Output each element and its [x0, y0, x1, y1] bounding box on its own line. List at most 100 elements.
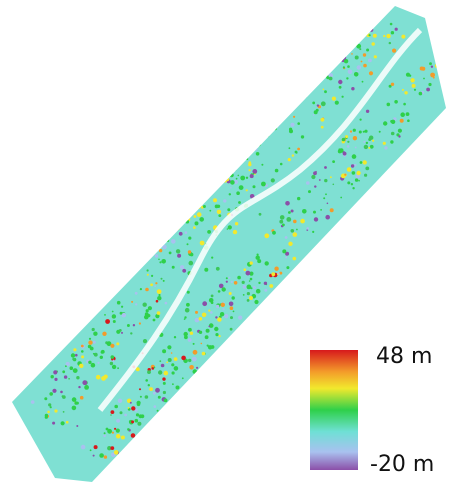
point: [158, 396, 161, 399]
point: [282, 249, 286, 253]
point: [214, 327, 218, 331]
point: [260, 129, 263, 132]
point: [221, 303, 225, 307]
point: [144, 433, 146, 435]
point: [264, 233, 269, 238]
point: [118, 399, 122, 403]
point: [147, 274, 149, 276]
point: [447, 73, 449, 75]
point: [151, 275, 153, 277]
point: [391, 132, 395, 136]
point: [261, 164, 263, 166]
point: [314, 217, 318, 221]
point: [186, 303, 190, 307]
point: [222, 287, 226, 291]
point: [249, 280, 251, 282]
point: [182, 269, 186, 273]
point: [278, 124, 280, 126]
point: [229, 292, 232, 295]
point: [437, 63, 440, 66]
point: [288, 158, 291, 161]
point: [134, 447, 136, 449]
point: [110, 362, 113, 365]
point: [362, 18, 366, 22]
point: [275, 114, 277, 116]
point: [249, 148, 251, 150]
point: [112, 464, 114, 466]
point: [81, 355, 84, 358]
point: [79, 364, 83, 368]
point: [162, 349, 166, 353]
point: [217, 210, 221, 214]
point: [121, 436, 125, 440]
point: [97, 362, 99, 364]
point: [228, 277, 230, 279]
point: [185, 308, 190, 313]
point: [330, 176, 332, 178]
point: [292, 154, 294, 156]
point: [301, 135, 304, 138]
point: [174, 336, 176, 338]
point: [162, 245, 167, 250]
point: [127, 428, 130, 431]
point: [239, 185, 244, 190]
point: [383, 121, 387, 125]
point: [328, 56, 332, 60]
point: [324, 90, 327, 93]
point: [369, 136, 373, 140]
point: [174, 366, 179, 371]
point: [230, 173, 234, 177]
point: [48, 403, 51, 406]
point: [353, 129, 356, 132]
point: [369, 28, 373, 32]
point: [332, 160, 335, 163]
point: [370, 145, 374, 149]
point: [226, 277, 228, 279]
point: [313, 211, 316, 214]
point: [89, 338, 91, 340]
point: [188, 359, 191, 362]
point: [293, 232, 298, 237]
point: [246, 158, 248, 160]
point: [412, 84, 416, 88]
point: [64, 375, 67, 378]
point: [233, 311, 235, 313]
point: [209, 190, 211, 192]
point: [254, 300, 258, 304]
point: [215, 316, 217, 318]
point: [237, 276, 241, 280]
point: [323, 197, 325, 199]
point: [352, 171, 356, 175]
point: [352, 154, 357, 159]
point: [236, 191, 240, 195]
point: [157, 296, 161, 300]
point: [428, 83, 431, 86]
point: [391, 31, 394, 34]
point: [131, 420, 134, 423]
point: [192, 357, 197, 362]
point: [223, 308, 225, 310]
point: [189, 365, 194, 370]
point: [50, 406, 52, 408]
point: [104, 455, 107, 458]
point: [374, 17, 377, 20]
point: [209, 210, 211, 212]
point: [88, 340, 92, 344]
point: [104, 314, 106, 316]
point: [72, 397, 77, 402]
point: [114, 450, 119, 455]
point: [342, 56, 346, 60]
point: [238, 201, 241, 204]
point: [236, 178, 238, 180]
point: [114, 428, 116, 430]
point: [279, 272, 282, 275]
point: [136, 413, 139, 416]
point: [139, 322, 141, 324]
point: [266, 134, 270, 138]
point: [345, 50, 347, 52]
point: [112, 311, 114, 313]
point: [347, 65, 350, 68]
point: [110, 344, 114, 348]
point: [363, 64, 367, 68]
point: [166, 239, 169, 242]
